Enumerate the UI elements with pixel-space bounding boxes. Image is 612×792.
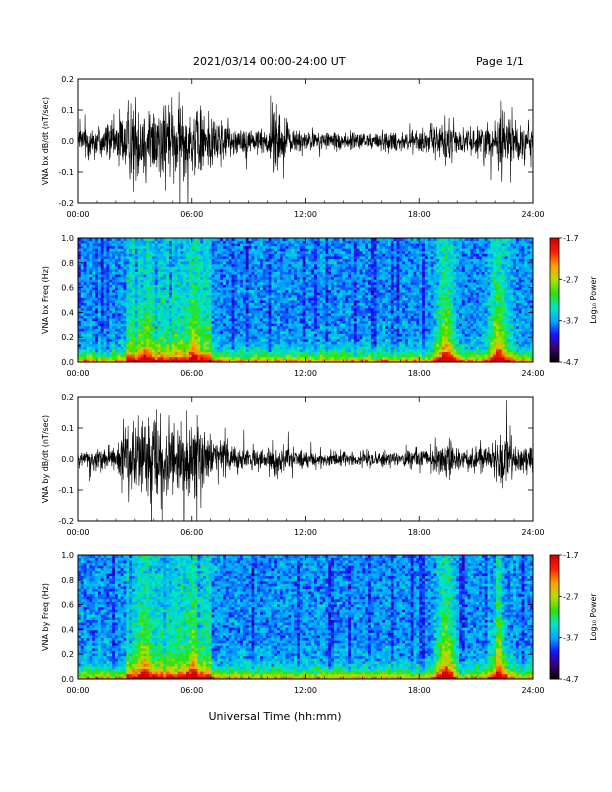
panel-2-y-tick-label-2: 0.6: [61, 284, 74, 293]
panel-2-colorbar-label: Log₁₀ Power: [589, 276, 598, 324]
panel-2-y-tick-label-0: 1.0: [61, 234, 74, 243]
page-number: Page 1/1: [476, 55, 524, 68]
panel-4-colorbar-tick-label-0: -1.7: [563, 551, 579, 560]
panel-3-series-trace: [78, 399, 533, 521]
panel-3-y-tick-label-0: 0.2: [61, 393, 74, 402]
panel-2-x-tick-label-2: 12:00: [294, 369, 317, 378]
panel-4-y-tick-label-3: 0.4: [61, 625, 74, 634]
panel-2-x-tick-label-1: 06:00: [180, 369, 203, 378]
panel-4-heatmap-cells: [78, 555, 534, 680]
panel-4-x-tick-label-1: 06:00: [180, 686, 203, 695]
panel-2-ylabel: VNA bx Freq (Hz): [41, 266, 50, 334]
x-axis-label: Universal Time (hh:mm): [209, 710, 342, 723]
panel-3-y-tick-label-2: 0.0: [61, 455, 74, 464]
panel-4-y-tick-label-2: 0.6: [61, 601, 74, 610]
panel-2-heatmap-cells: [78, 238, 534, 363]
panel-3-x-tick-label-4: 24:00: [521, 528, 544, 537]
panel-4-colorbar-tick-label-2: -3.7: [563, 634, 579, 643]
panel-4-y-tick-label-0: 1.0: [61, 551, 74, 560]
panel-2-x-tick-label-4: 24:00: [521, 369, 544, 378]
page-title: 2021/03/14 00:00-24:00 UT: [193, 55, 346, 68]
panel-2-colorbar: [550, 238, 559, 363]
panel-4-colorbar-tick-label-3: -4.7: [563, 675, 579, 684]
panel-2-y-tick-label-5: 0.0: [61, 358, 74, 367]
panel-1-x-tick-label-4: 24:00: [521, 210, 544, 219]
panel-2-colorbar-frame: [549, 237, 560, 363]
panel-4-colorbar: [550, 555, 559, 680]
panel-1-y-tick-label-3: -0.1: [58, 168, 74, 177]
panel-3-y-tick-label-4: -0.2: [58, 517, 74, 526]
panel-4-colorbar-frame: [549, 554, 560, 680]
panel-2-x-tick-label-3: 18:00: [408, 369, 431, 378]
panel-3-y-tick-label-1: 0.1: [61, 424, 74, 433]
panel-2-y-tick-label-4: 0.2: [61, 333, 74, 342]
panel-1-y-tick-label-0: 0.2: [61, 75, 74, 84]
panel-2-y-tick-label-1: 0.8: [61, 259, 74, 268]
panel-1-y-tick-label-4: -0.2: [58, 199, 74, 208]
panel-1-y-tick-label-1: 0.1: [61, 106, 74, 115]
panel-1-series-trace: [78, 91, 533, 203]
panel-1-x-tick-label-0: 00:00: [66, 210, 89, 219]
panel-2-colorbar-tick-label-3: -4.7: [563, 358, 579, 367]
panel-4-x-tick-label-4: 24:00: [521, 686, 544, 695]
panel-4-x-tick-label-3: 18:00: [408, 686, 431, 695]
panel-3-x-tick-label-0: 00:00: [66, 528, 89, 537]
panel-1-x-tick-label-1: 06:00: [180, 210, 203, 219]
panel-4-y-tick-label-4: 0.2: [61, 650, 74, 659]
panel-3-ylabel: VNA by dB/dt (nT/sec): [41, 415, 50, 503]
panel-2-colorbar-tick-label-0: -1.7: [563, 234, 579, 243]
panel-2-x-tick-label-0: 00:00: [66, 369, 89, 378]
panel-1-y-tick-label-2: 0.0: [61, 137, 74, 146]
panel-3-x-tick-label-3: 18:00: [408, 528, 431, 537]
panel-4-colorbar-label: Log₁₀ Power: [589, 593, 598, 641]
panel-1-x-tick-label-2: 12:00: [294, 210, 317, 219]
panel-3-y-tick-label-3: -0.1: [58, 486, 74, 495]
panel-4-y-tick-label-1: 0.8: [61, 576, 74, 585]
panel-4-y-tick-label-5: 0.0: [61, 675, 74, 684]
panel-3-x-tick-label-1: 06:00: [180, 528, 203, 537]
panel-1-ylabel: VNA bx dB/dt (nT/sec): [41, 97, 50, 185]
panel-3-x-tick-label-2: 12:00: [294, 528, 317, 537]
panel-4-x-tick-label-0: 00:00: [66, 686, 89, 695]
panel-2-y-tick-label-3: 0.4: [61, 308, 74, 317]
panel-4-ylabel: VNA by Freq (Hz): [41, 583, 50, 651]
panel-1-x-tick-label-3: 18:00: [408, 210, 431, 219]
panel-2-colorbar-tick-label-2: -3.7: [563, 317, 579, 326]
panel-4-colorbar-tick-label-1: -2.7: [563, 592, 579, 601]
panel-2-colorbar-tick-label-1: -2.7: [563, 275, 579, 284]
panel-4-x-tick-label-2: 12:00: [294, 686, 317, 695]
